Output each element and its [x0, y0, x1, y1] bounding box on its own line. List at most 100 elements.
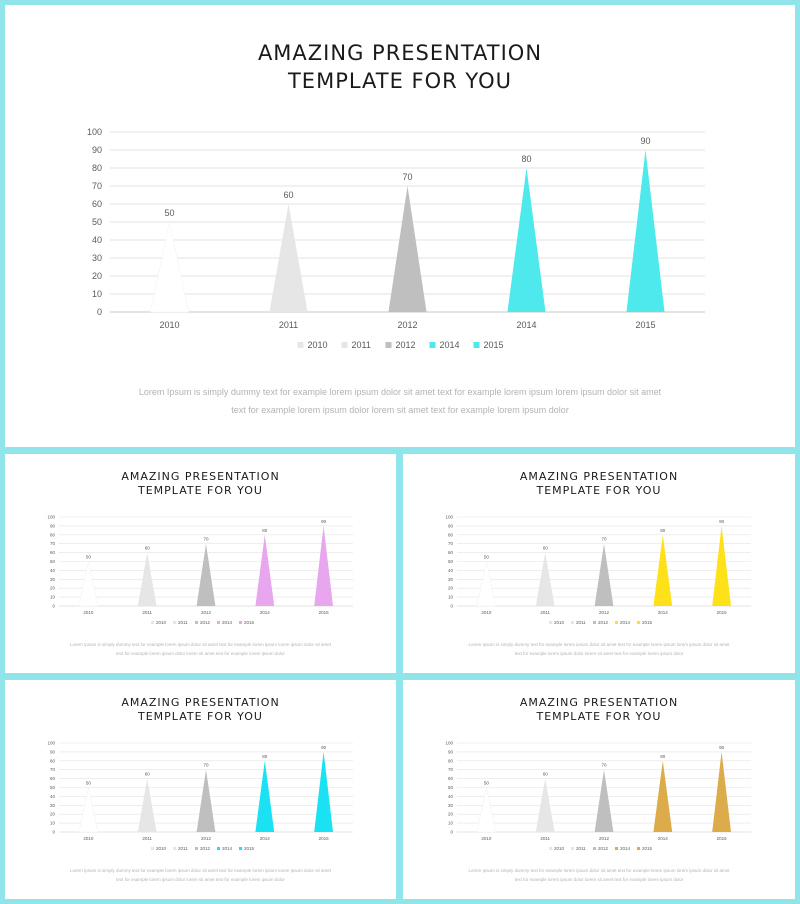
slide-body-line-2: text for example lorem ipsum dolor lorem… [514, 651, 684, 656]
y-tick-label: 70 [92, 181, 102, 191]
data-label: 70 [601, 537, 607, 542]
legend-label: 2012 [598, 620, 609, 625]
y-tick-label: 10 [448, 821, 454, 826]
data-label: 80 [660, 754, 666, 759]
legend-label: 2011 [576, 620, 586, 625]
legend-swatch [239, 621, 242, 624]
slide-title: AMAZING PRESENTATION TEMPLATE FOR YOU [5, 470, 396, 498]
y-tick-label: 60 [50, 776, 56, 781]
slide-body-line-2: text for example lorem ipsum dolor lorem… [116, 877, 285, 882]
y-tick-label: 60 [448, 550, 454, 555]
x-tick-label: 2010 [481, 610, 492, 615]
y-tick-label: 50 [92, 217, 102, 227]
legend-swatch [385, 342, 392, 348]
data-label: 70 [402, 172, 412, 182]
bar-triangle [196, 543, 216, 606]
bar-triangle [535, 552, 555, 606]
x-tick-label: 2015 [319, 610, 330, 615]
y-tick-label: 20 [92, 271, 102, 281]
legend-label: 2011 [576, 846, 586, 851]
slide-body-text: Lorem Ipsum is simply dummy text for exa… [403, 866, 795, 884]
data-label: 50 [86, 781, 92, 786]
legend-label: 2010 [554, 620, 565, 625]
y-tick-label: 10 [50, 821, 56, 826]
y-tick-label: 100 [87, 127, 102, 137]
triangle-bar-chart: 0 10 20 30 40 50 60 70 80 90 100 50 2010 60 2011 70 2012… [47, 741, 353, 851]
slide-title: AMAZING PRESENTATION TEMPLATE FOR YOU [5, 696, 396, 724]
y-tick-label: 90 [92, 145, 102, 155]
triangle-bar-chart: 0 10 20 30 40 50 60 70 80 90 100 50 2010 60 2011 70 2012… [47, 515, 353, 625]
y-tick-label: 60 [448, 776, 454, 781]
y-tick-label: 10 [92, 289, 102, 299]
slide-title-line-1: AMAZING PRESENTATION [121, 696, 280, 709]
x-tick-label: 2014 [516, 320, 536, 330]
legend-label: 2011 [178, 620, 188, 625]
x-tick-label: 2014 [260, 610, 271, 615]
x-tick-label: 2011 [279, 320, 298, 330]
legend-swatch [151, 847, 154, 850]
y-tick-label: 80 [50, 758, 56, 763]
x-tick-label: 2011 [142, 836, 152, 841]
legend-label: 2015 [642, 620, 653, 625]
bar-triangle [196, 769, 216, 832]
y-tick-label: 80 [448, 758, 454, 763]
data-label: 70 [601, 763, 607, 768]
x-tick-label: 2011 [540, 610, 550, 615]
slide-body-line-2: text for example lorem ipsum dolor lorem… [231, 405, 569, 415]
data-label: 70 [203, 763, 209, 768]
bar-triangle [535, 778, 555, 832]
legend-label: 2015 [642, 846, 653, 851]
legend-swatch [217, 847, 220, 850]
legend-swatch [637, 847, 640, 850]
x-tick-label: 2015 [319, 836, 330, 841]
slide-title-line-2: TEMPLATE FOR YOU [536, 710, 662, 723]
legend-label: 2012 [396, 340, 416, 350]
y-tick-label: 90 [50, 749, 56, 754]
legend-swatch [593, 621, 596, 624]
y-tick-label: 30 [448, 577, 454, 582]
y-tick-label: 50 [448, 785, 454, 790]
bar-triangle [314, 525, 334, 606]
legend-swatch [195, 847, 198, 850]
legend-label: 2010 [156, 846, 167, 851]
bar-triangle [255, 534, 275, 606]
legend-swatch [195, 621, 198, 624]
legend-label: 2011 [178, 846, 188, 851]
y-tick-label: 20 [448, 586, 454, 591]
data-label: 50 [164, 208, 174, 218]
slide-gold: AMAZING PRESENTATION TEMPLATE FOR YOU 0 1… [403, 680, 795, 899]
bar-triangle [507, 168, 546, 312]
slide-body-text: Lorem Ipsum is simply dummy text for exa… [5, 866, 396, 884]
slide-body-text: Lorem Ipsum is simply dummy text for exa… [5, 383, 795, 419]
legend-label: 2015 [244, 846, 255, 851]
y-tick-label: 70 [448, 541, 454, 546]
bar-triangle [594, 769, 614, 832]
data-label: 50 [484, 781, 490, 786]
slide-body-line-2: text for example lorem ipsum dolor lorem… [116, 651, 285, 656]
bar-triangle [712, 525, 732, 606]
data-label: 60 [145, 772, 151, 777]
x-tick-label: 2015 [635, 320, 655, 330]
data-label: 90 [321, 519, 327, 524]
legend-label: 2014 [222, 620, 233, 625]
legend-swatch [217, 621, 220, 624]
slide-cyan: AMAZING PRESENTATION TEMPLATE FOR YOU 0 1… [5, 680, 396, 899]
legend-swatch [173, 847, 176, 850]
bar-triangle [314, 751, 334, 832]
slide-title-line-2: TEMPLATE FOR YOU [138, 710, 263, 723]
legend-label: 2012 [200, 620, 211, 625]
bar-triangle [255, 760, 275, 832]
data-label: 80 [521, 154, 531, 164]
y-tick-label: 100 [445, 515, 453, 520]
slide-title: AMAZING PRESENTATION TEMPLATE FOR YOU [403, 696, 795, 724]
slide-title-line-1: AMAZING PRESENTATION [519, 696, 679, 709]
slide-body-line-1: Lorem Ipsum is simply dummy text for exa… [69, 642, 332, 647]
y-tick-label: 50 [50, 785, 56, 790]
slide-yellow: AMAZING PRESENTATION TEMPLATE FOR YOU 0 1… [403, 454, 795, 673]
triangle-bar-chart: 0 10 20 30 40 50 60 70 80 90 100 50 2010 60 2011 70 2012… [87, 127, 705, 350]
data-label: 80 [660, 528, 666, 533]
slide-title: AMAZING PRESENTATION TEMPLATE FOR YOU [403, 470, 795, 498]
slide-main: AMAZING PRESENTATION TEMPLATE FOR YOU 0 1… [5, 5, 795, 447]
y-tick-label: 40 [50, 568, 56, 573]
legend-swatch [341, 342, 348, 348]
